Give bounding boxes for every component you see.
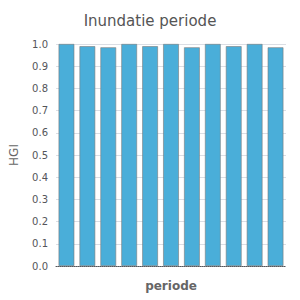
svg-text:0.6: 0.6 — [32, 127, 48, 138]
svg-text:0.0: 0.0 — [32, 261, 48, 272]
svg-text:periode: periode — [145, 279, 197, 293]
svg-text:0.2: 0.2 — [32, 216, 48, 227]
svg-text:0.5: 0.5 — [32, 150, 48, 161]
svg-text:Inundatie periode: Inundatie periode — [84, 12, 217, 30]
svg-text:0.1: 0.1 — [32, 238, 48, 249]
svg-text:0.7: 0.7 — [32, 105, 48, 116]
svg-text:HGI: HGI — [7, 144, 21, 166]
svg-text:0.3: 0.3 — [32, 194, 48, 205]
svg-text:1.0: 1.0 — [32, 39, 48, 50]
svg-text:0.8: 0.8 — [32, 83, 48, 94]
svg-text:0.9: 0.9 — [32, 61, 48, 72]
svg-text:0.4: 0.4 — [32, 172, 48, 183]
